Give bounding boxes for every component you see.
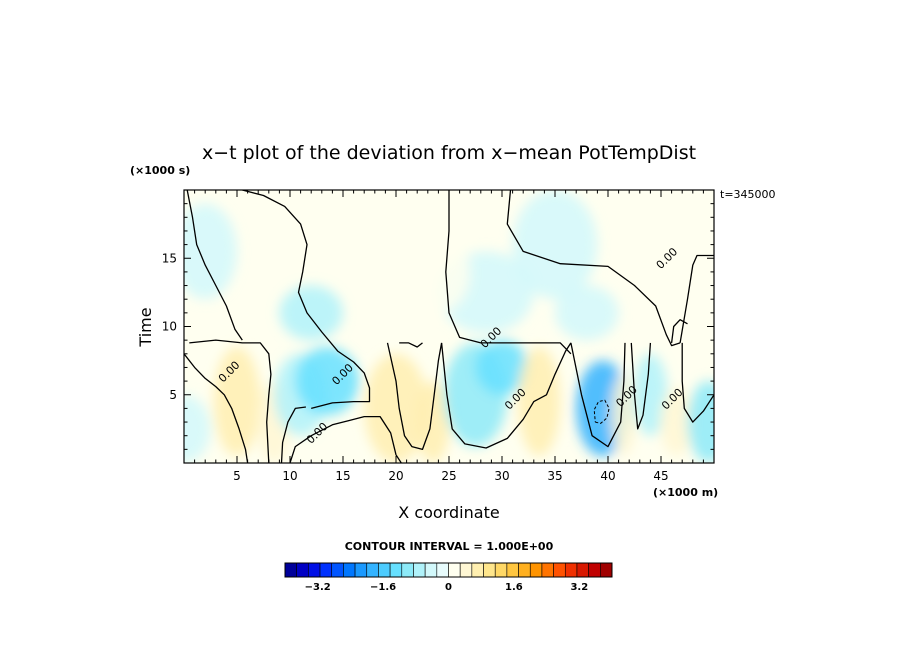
colorbar-cell bbox=[413, 562, 426, 578]
colorbar-cell bbox=[366, 562, 379, 578]
x-tick-labels: 5 10 15 20 25 30 35 40 45 bbox=[233, 469, 668, 483]
contour-line bbox=[184, 353, 249, 463]
y-unit-label: (×1000 s) bbox=[130, 164, 190, 177]
colorbar-tick-label: 3.2 bbox=[570, 582, 588, 593]
x-tick-label: 15 bbox=[335, 469, 350, 483]
y-tick-labels: 5 10 15 bbox=[162, 251, 177, 402]
plot-area: 0.00 0.000.000.000.00 0.00 0.000.00 bbox=[184, 190, 714, 463]
contour-line bbox=[399, 342, 423, 348]
colorbar-tick-label: −3.2 bbox=[305, 582, 331, 593]
contour-line bbox=[189, 339, 272, 463]
field-region bbox=[659, 387, 694, 457]
colorbar-cell bbox=[576, 562, 589, 578]
field-region bbox=[184, 394, 211, 463]
contour-interval-label: CONTOUR INTERVAL = 1.000E+00 bbox=[345, 540, 554, 553]
x-tick-label: 30 bbox=[494, 469, 509, 483]
colorbar-cell bbox=[518, 562, 531, 578]
contour-line bbox=[679, 254, 714, 344]
y-tick-label: 15 bbox=[162, 251, 177, 265]
colorbar-cell bbox=[401, 562, 414, 578]
colorbar-cell bbox=[378, 562, 391, 578]
colorbar-cell bbox=[541, 562, 554, 578]
colorbar-cell bbox=[448, 562, 461, 578]
colorbar-cell bbox=[308, 562, 321, 578]
y-tick-label: 5 bbox=[169, 388, 177, 402]
field-region bbox=[517, 346, 561, 457]
field-region bbox=[512, 190, 598, 300]
colorbar-cell bbox=[483, 562, 496, 578]
colorbar-cell bbox=[459, 562, 473, 578]
contour-line bbox=[670, 319, 688, 343]
field-region bbox=[364, 353, 428, 463]
chart-title: x−t plot of the deviation from x−mean Po… bbox=[202, 142, 696, 164]
colorbar-cell bbox=[436, 562, 449, 578]
field-layer bbox=[184, 190, 714, 463]
field-region bbox=[295, 346, 359, 416]
field-region bbox=[555, 285, 619, 341]
x-tick-label: 10 bbox=[282, 469, 297, 483]
time-stamp: t=345000 bbox=[720, 188, 776, 201]
colorbar-cell bbox=[588, 562, 601, 578]
contour-line bbox=[681, 342, 714, 423]
colorbar-cell bbox=[564, 562, 578, 578]
field-region bbox=[184, 203, 237, 300]
colorbar bbox=[284, 562, 613, 578]
contour-line bbox=[242, 190, 371, 410]
contour-line bbox=[289, 415, 402, 463]
x-tick-label: 35 bbox=[547, 469, 562, 483]
x-unit-label: (×1000 m) bbox=[653, 486, 718, 499]
y-axis-label: Time bbox=[136, 307, 155, 347]
contour-line bbox=[445, 190, 572, 355]
colorbar-cell bbox=[296, 562, 309, 578]
x-tick-label: 25 bbox=[441, 469, 456, 483]
field-region bbox=[279, 285, 344, 341]
field-region bbox=[611, 374, 637, 457]
contour-line bbox=[630, 342, 652, 430]
colorbar-cell bbox=[553, 562, 566, 578]
contour-line bbox=[506, 190, 681, 347]
field-region bbox=[475, 340, 529, 395]
colorbar-tick-label: 0 bbox=[445, 582, 452, 593]
colorbar-cell bbox=[389, 562, 403, 578]
contour-line-negative bbox=[593, 399, 610, 424]
colorbar-cell bbox=[600, 562, 613, 578]
colorbar-cell bbox=[331, 562, 344, 578]
contour-line bbox=[186, 190, 243, 341]
contour-line bbox=[570, 342, 626, 448]
colorbar-cell bbox=[319, 562, 333, 578]
y-tick-label: 10 bbox=[162, 320, 177, 334]
colorbar-cell bbox=[354, 562, 368, 578]
colorbar-cell bbox=[424, 562, 438, 578]
field-region bbox=[406, 230, 471, 313]
colorbar-cell bbox=[343, 562, 356, 578]
field-region bbox=[633, 353, 668, 436]
colorbar-frame bbox=[284, 562, 613, 578]
x-tick-label: 40 bbox=[600, 469, 615, 483]
colorbar-tick-label: −1.6 bbox=[370, 582, 396, 593]
x-tick-label: 20 bbox=[388, 469, 403, 483]
contour-line bbox=[440, 342, 572, 449]
axis-ticks bbox=[183, 189, 715, 464]
contour-layer bbox=[184, 190, 714, 463]
x-axis-label: X coordinate bbox=[398, 503, 499, 522]
contour-line bbox=[280, 406, 306, 463]
field-region bbox=[687, 381, 714, 463]
colorbar-cell bbox=[494, 562, 508, 578]
colorbar-cell bbox=[284, 562, 297, 578]
colorbar-tick-label: 1.6 bbox=[505, 582, 523, 593]
x-tick-label: 45 bbox=[653, 469, 668, 483]
colorbar-tick-labels: −3.2 −1.6 0 1.6 3.2 bbox=[305, 582, 589, 593]
contour-line bbox=[386, 342, 443, 451]
colorbar-cell bbox=[506, 562, 519, 578]
colorbar-cell bbox=[471, 562, 484, 578]
colorbar-cell bbox=[529, 562, 543, 578]
x-tick-label: 5 bbox=[233, 469, 241, 483]
field-region bbox=[213, 346, 261, 457]
